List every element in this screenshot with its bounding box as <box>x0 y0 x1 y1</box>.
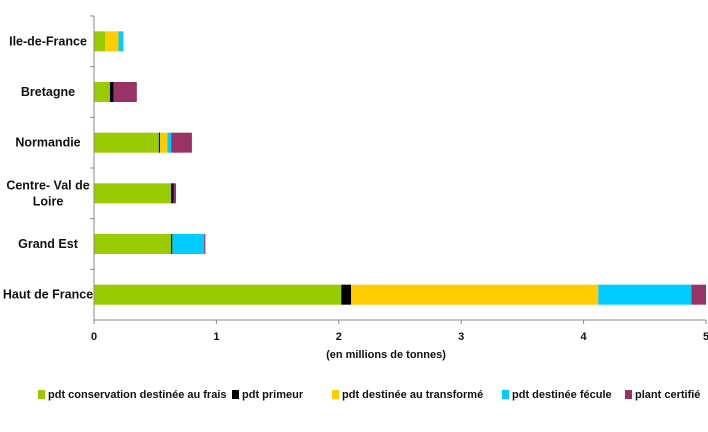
bar-segment-1-1 <box>94 31 106 52</box>
bar-segment-3-1 <box>94 132 159 153</box>
bar-segment-6-2 <box>341 284 352 305</box>
bar-segment-5-4 <box>172 234 205 254</box>
category-label: Centre- Val de Loire <box>6 178 89 208</box>
category-label: Grand Est <box>18 237 79 251</box>
x-tick-label: 0 <box>91 331 97 343</box>
bar-segment-3-2 <box>158 132 161 153</box>
bar-segment-3-3 <box>160 132 168 153</box>
x-axis-title: (en millions de tonnes) <box>326 349 446 361</box>
x-tick-label: 5 <box>703 331 708 343</box>
x-tick-label: 2 <box>336 331 342 343</box>
legend-label: pdt destinée fécule <box>512 389 612 401</box>
legend-label: plant certifié <box>635 389 700 401</box>
bar-segment-4-1 <box>94 183 172 204</box>
bar-segment-6-3 <box>351 284 599 305</box>
legend-label: pdt conservation destinée au frais <box>48 389 227 401</box>
bar-segment-2-5 <box>113 82 137 102</box>
bar-segment-5-1 <box>94 234 172 254</box>
bar-segment-6-1 <box>94 284 342 305</box>
x-tick-label: 4 <box>581 331 588 343</box>
x-tick-label: 3 <box>458 331 464 343</box>
bar-segment-3-5 <box>171 132 192 153</box>
bar-segment-5-5 <box>204 234 206 254</box>
bar-segment-4-2 <box>171 183 174 204</box>
legend-label: pdt primeur <box>242 389 304 401</box>
legend-swatch <box>502 390 509 399</box>
axes-layer: Ile-de-France Bretagne Normandie Centre- Va… <box>3 15 708 343</box>
bar-segment-6-5 <box>691 284 706 305</box>
bar-segment-3-4 <box>167 132 172 153</box>
legend-swatch <box>332 390 339 399</box>
category-label: Bretagne <box>21 85 75 99</box>
legend-swatch <box>625 390 632 399</box>
bar-segment-1-3 <box>105 31 119 52</box>
bar-segment-2-2 <box>109 82 114 102</box>
legend-swatch <box>232 390 239 399</box>
category-label: Ile-de-France <box>9 34 87 48</box>
x-tick-label: 1 <box>213 331 219 343</box>
bars-layer <box>94 31 706 305</box>
category-label: Haut de France <box>3 288 93 302</box>
bar-segment-6-4 <box>598 284 692 305</box>
bar-segment-2-1 <box>94 82 110 102</box>
bar-segment-5-2 <box>171 234 173 254</box>
legend-label: pdt destinée au transformé <box>342 389 483 401</box>
legend-swatch <box>38 390 45 399</box>
bar-segment-4-5 <box>173 183 177 204</box>
legend: pdt conservation destinée au frais pdt pr… <box>38 389 700 401</box>
category-label: Normandie <box>15 136 80 150</box>
bar-segment-1-4 <box>118 31 124 52</box>
